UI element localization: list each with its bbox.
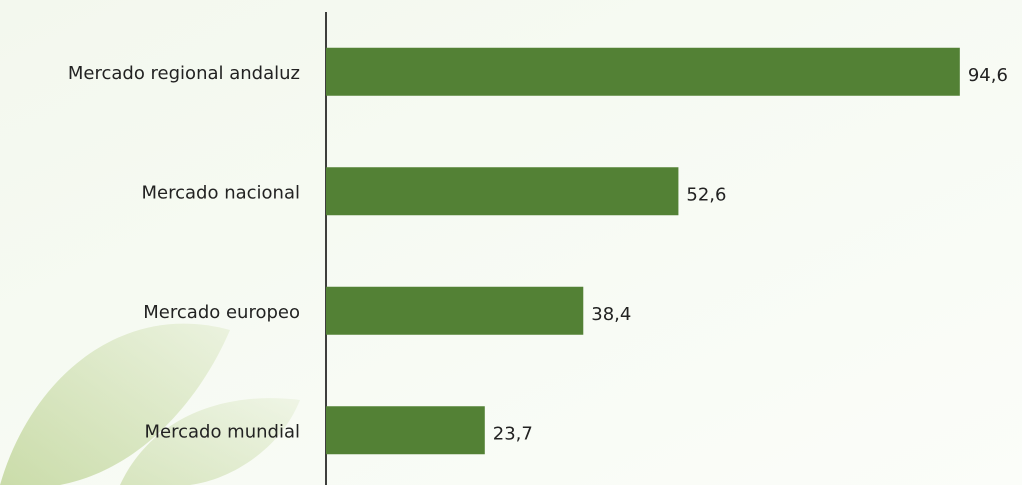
y-tick-label: Mercado nacional	[142, 182, 300, 203]
data-label: 38,4	[591, 304, 631, 325]
y-tick-label: Mercado regional andaluz	[68, 63, 300, 84]
leaf-decoration	[120, 398, 300, 485]
y-tick-label: Mercado mundial	[144, 421, 300, 442]
bar	[326, 406, 485, 455]
data-label: 52,6	[686, 184, 726, 205]
bar	[326, 167, 679, 216]
bar	[326, 286, 584, 335]
bar	[326, 47, 960, 96]
y-tick-label: Mercado europeo	[143, 302, 300, 323]
data-label: 23,7	[493, 423, 533, 444]
leaf-decoration	[0, 323, 230, 485]
data-label: 94,6	[968, 65, 1008, 86]
